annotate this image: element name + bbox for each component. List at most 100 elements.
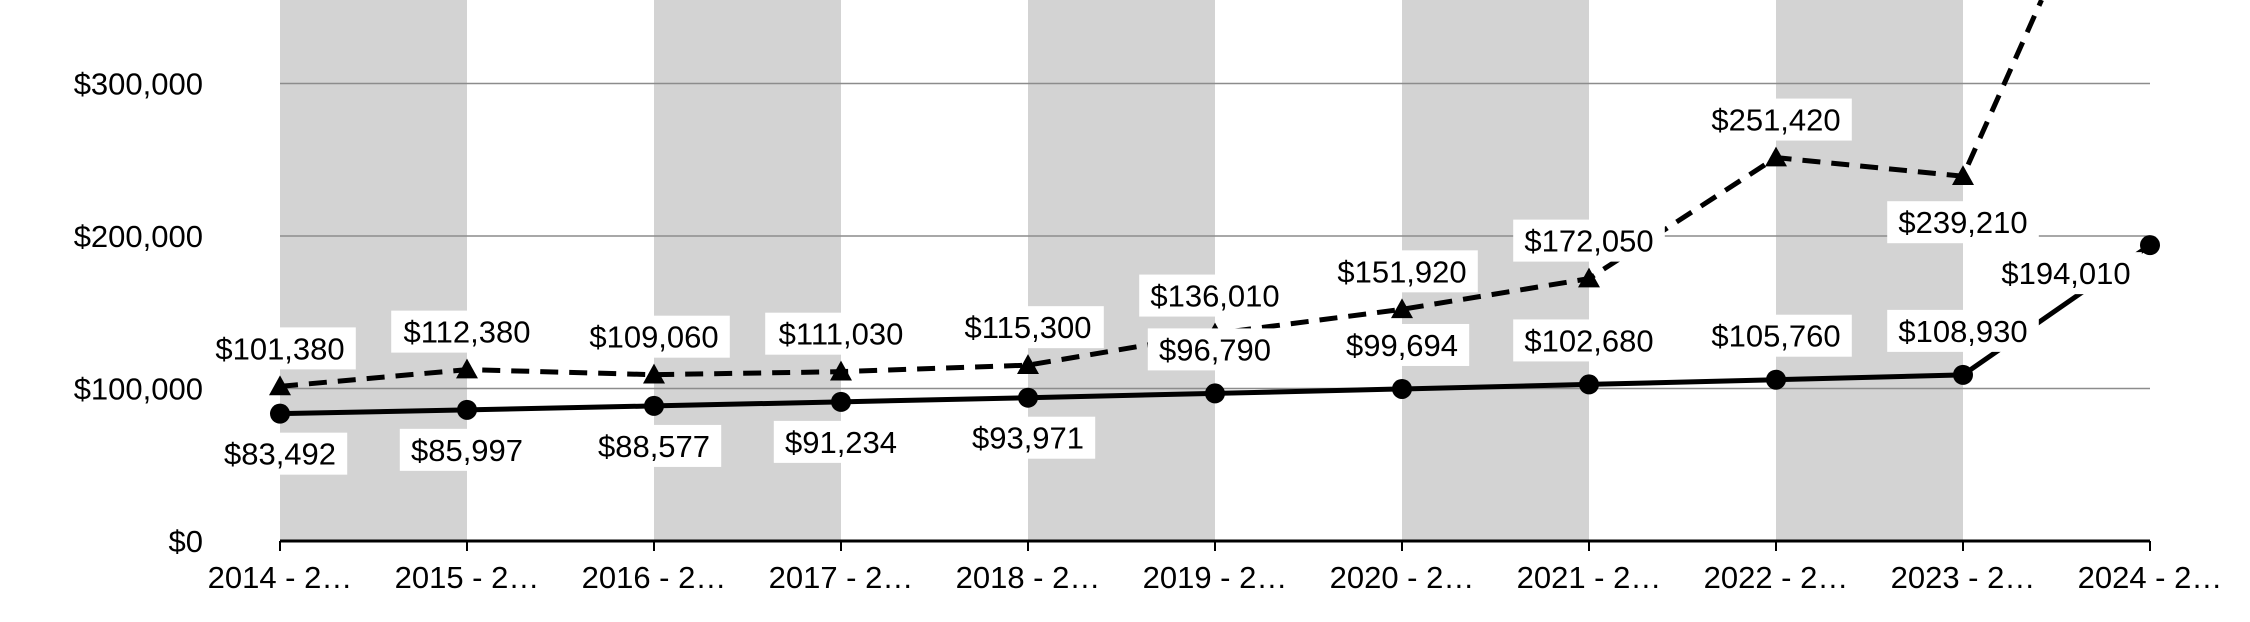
data-label-group: $99,694: [1334, 323, 1470, 366]
data-label-group: $93,971: [960, 416, 1096, 459]
circle-marker: [270, 403, 290, 424]
data-label-group: $102,680: [1513, 319, 1665, 362]
data-label-group: $112,380: [391, 310, 543, 353]
data-label-group: $101,380: [204, 327, 356, 370]
y-axis-labels: $0 $100,000 $200,000 $300,000: [74, 67, 203, 560]
data-label-group: $239,210: [1887, 201, 2039, 244]
data-label: $91,234: [785, 425, 897, 460]
circle-marker: [1953, 364, 1973, 385]
data-label-group: $91,234: [773, 420, 909, 463]
triangle-marker: [1952, 165, 1974, 186]
data-label-background: [1334, 323, 1470, 366]
circle-marker: [644, 395, 664, 416]
y-tick-label: $0: [169, 524, 203, 559]
data-label: $109,060: [589, 320, 718, 355]
y-tick-label: $200,000: [74, 219, 203, 254]
data-label-group: $115,300: [952, 306, 1104, 349]
data-label-background: [960, 416, 1096, 459]
data-label-background: [399, 428, 535, 471]
data-label: $194,010: [2001, 256, 2130, 291]
x-tick-label: 2019 - 2…: [1143, 560, 1288, 595]
data-label: $111,030: [779, 317, 904, 352]
data-label: $151,920: [1337, 254, 1466, 289]
data-label: $136,010: [1150, 279, 1279, 314]
data-label-group: $251,420: [1700, 98, 1852, 141]
data-label: $88,577: [598, 429, 710, 464]
series-markers: [269, 146, 2160, 424]
data-label-background: [773, 420, 909, 463]
data-label: $99,694: [1346, 328, 1458, 363]
data-label-background: [1887, 201, 2039, 244]
data-label: $85,997: [411, 433, 523, 468]
data-label-group: $85,997: [399, 428, 535, 471]
circle-marker: [1766, 369, 1786, 390]
data-label-background: [1700, 314, 1852, 357]
data-label-background: [1326, 250, 1478, 293]
data-label-background: [952, 306, 1104, 349]
data-label-group: $172,050: [1513, 219, 1665, 262]
circle-marker: [2140, 235, 2160, 256]
background-band: [1028, 0, 1215, 541]
circle-marker: [831, 391, 851, 412]
triangle-marker: [1391, 298, 1413, 319]
circle-marker: [1392, 378, 1412, 399]
circle-marker: [457, 399, 477, 420]
data-label-group: $96,790: [1147, 328, 1283, 371]
data-label-group: $111,030: [765, 312, 917, 355]
triangle-marker: [1017, 354, 1039, 374]
data-label-background: [204, 327, 356, 370]
triangle-marker: [456, 358, 478, 379]
background-band: [1776, 0, 1963, 541]
x-axis-labels: 2014 - 2… 2015 - 2… 2016 - 2… 2017 - 2… 2018…: [208, 560, 2223, 595]
data-label-background: [212, 432, 348, 475]
data-label: $102,680: [1524, 323, 1653, 358]
x-tick-label: 2022 - 2…: [1704, 560, 1849, 595]
triangle-marker: [1765, 146, 1787, 167]
data-label-group: $109,060: [578, 315, 730, 358]
data-label-group: $151,920: [1326, 250, 1478, 293]
triangle-marker: [269, 375, 291, 396]
data-label: $93,971: [972, 421, 1084, 456]
x-tick-label: 2015 - 2…: [395, 560, 540, 595]
data-label: $105,760: [1711, 319, 1840, 354]
x-axis: [279, 539, 2151, 551]
y-tick-label: $300,000: [74, 67, 203, 102]
data-label-background: [765, 312, 917, 355]
data-label-group: $108,930: [1887, 309, 2039, 352]
x-tick-label: 2023 - 2…: [1891, 560, 2036, 595]
circle-marker: [1579, 374, 1599, 395]
data-label-background: [1139, 274, 1291, 317]
x-tick-label: 2020 - 2…: [1330, 560, 1475, 595]
data-label-group: $88,577: [586, 424, 722, 467]
data-label-group: $105,760: [1700, 314, 1852, 357]
data-label-background: [1513, 319, 1665, 362]
data-label: $239,210: [1898, 205, 2027, 240]
data-label: $108,930: [1898, 314, 2027, 349]
data-label-background: [586, 424, 722, 467]
data-label: $112,380: [404, 315, 531, 350]
data-label-background: [391, 310, 543, 353]
triangle-marker: [1578, 267, 1600, 288]
data-label: $172,050: [1524, 224, 1653, 259]
triangle-marker: [830, 360, 852, 381]
x-tick-label: 2024 - 2…: [2078, 560, 2223, 595]
data-label: $101,380: [215, 331, 344, 366]
x-tick-label: 2021 - 2…: [1517, 560, 1662, 595]
data-label-background: [578, 315, 730, 358]
x-tick-label: 2016 - 2…: [582, 560, 727, 595]
data-labels: $101,380 $112,380 $109,060 $111,030 $115,300…: [204, 98, 2142, 475]
data-label-group: $83,492: [212, 432, 348, 475]
triangle-marker: [643, 363, 665, 384]
data-label: $251,420: [1711, 103, 1840, 138]
x-tick-label: 2017 - 2…: [769, 560, 914, 595]
data-label-background: [1887, 309, 2039, 352]
data-label: $83,492: [224, 437, 336, 472]
circle-marker: [1018, 387, 1038, 408]
data-label-group: $194,010: [1990, 252, 2142, 295]
data-label-background: [1513, 219, 1665, 262]
x-tick-label: 2018 - 2…: [956, 560, 1101, 595]
data-label-background: [1700, 98, 1852, 141]
x-tick-label: 2014 - 2…: [208, 560, 353, 595]
data-label-group: $136,010: [1139, 274, 1291, 317]
